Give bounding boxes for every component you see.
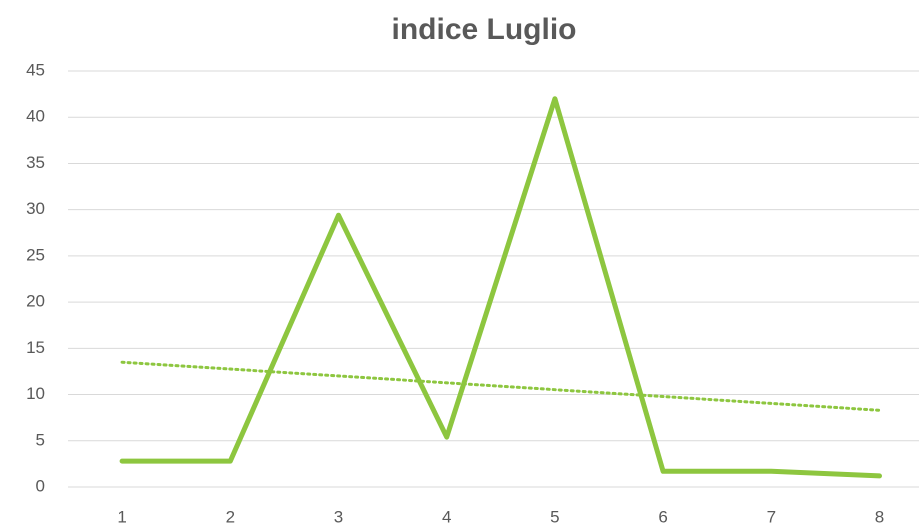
y-tick-label: 45	[26, 60, 45, 79]
trendline	[120, 360, 881, 412]
y-tick-label: 0	[36, 476, 45, 495]
x-tick-label: 6	[658, 507, 667, 526]
y-tick-label: 5	[36, 430, 45, 449]
x-tick-label: 5	[550, 507, 559, 526]
y-tick-label: 25	[26, 245, 45, 264]
y-tick-label: 20	[26, 292, 45, 311]
data-line	[119, 96, 882, 479]
chart-title: indice Luglio	[392, 13, 577, 46]
x-tick-label: 4	[442, 507, 451, 526]
x-tick-label: 7	[767, 507, 776, 526]
y-tick-label: 10	[26, 384, 45, 403]
y-tick-label: 15	[26, 338, 45, 357]
y-tick-label: 30	[26, 199, 45, 218]
y-tick-label: 40	[26, 107, 45, 126]
x-tick-label: 8	[875, 507, 884, 526]
x-tick-label: 2	[226, 507, 235, 526]
y-tick-label: 35	[26, 153, 45, 172]
x-tick-label: 1	[117, 507, 126, 526]
x-tick-label: 3	[334, 507, 343, 526]
